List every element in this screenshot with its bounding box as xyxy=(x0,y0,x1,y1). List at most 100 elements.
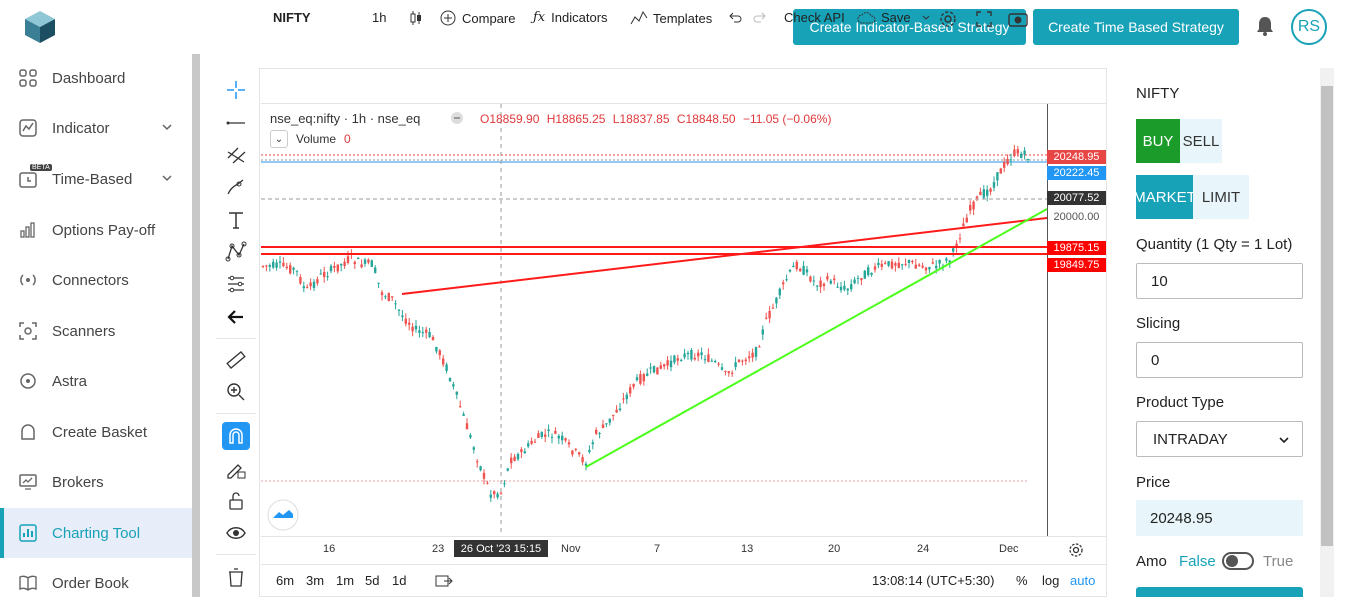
eye-icon[interactable] xyxy=(222,519,250,547)
compare-button[interactable]: Compare xyxy=(440,10,515,26)
range-1d[interactable]: 1d xyxy=(392,573,407,588)
pattern-tool[interactable] xyxy=(222,238,250,266)
green-trend-line[interactable] xyxy=(585,208,1047,468)
sidebar-item-astra[interactable]: Astra xyxy=(0,357,192,405)
avatar[interactable]: RS xyxy=(1291,9,1327,45)
create-time-strategy-button[interactable]: Create Time Based Strategy xyxy=(1033,9,1239,45)
sidebar-item-label: Dashboard xyxy=(52,69,126,87)
low-value: L18837.85 xyxy=(612,112,670,126)
unlock-icon[interactable] xyxy=(222,487,250,515)
candle-body xyxy=(805,269,809,273)
series-title[interactable]: nse_eq:nifty · 1h · nse_eq xyxy=(270,111,421,126)
prediction-tool[interactable] xyxy=(222,270,250,298)
candle-body xyxy=(455,391,458,395)
clock-readout[interactable]: 13:08:14 (UTC+5:30) xyxy=(872,573,995,588)
sidebar-item-create-basket[interactable]: Create Basket xyxy=(0,408,192,456)
ruler-icon[interactable] xyxy=(222,346,250,374)
candle-body xyxy=(809,276,812,282)
price-label-crosshair: 20077.52 xyxy=(1047,191,1106,205)
candle-body xyxy=(299,277,302,284)
trend-line-tool[interactable] xyxy=(222,108,250,136)
range-6m[interactable]: 6m xyxy=(276,573,295,588)
fib-tool[interactable] xyxy=(222,141,250,169)
sell-button[interactable]: SELL xyxy=(1180,119,1222,163)
time-tick: 7 xyxy=(654,543,661,555)
order-panel-scrollbar[interactable] xyxy=(1320,68,1334,597)
axis-settings-gear-icon[interactable] xyxy=(1068,542,1084,558)
slicing-input[interactable]: 0 xyxy=(1136,342,1303,378)
text-tool[interactable] xyxy=(222,206,250,234)
sidebar-item-options-payoff[interactable]: Options Pay-off xyxy=(0,206,192,254)
candle-body xyxy=(1023,150,1026,155)
camera-icon[interactable] xyxy=(1008,10,1028,28)
scrollbar-thumb[interactable] xyxy=(1321,86,1333,546)
market-button[interactable]: MARKET xyxy=(1133,175,1196,219)
auto-toggle[interactable]: auto xyxy=(1070,573,1096,588)
undo-icon[interactable] xyxy=(727,10,743,26)
collapse-legend-button[interactable]: ⌄ xyxy=(270,130,288,148)
zoom-in-icon[interactable] xyxy=(222,378,250,406)
range-1m[interactable]: 1m xyxy=(336,573,355,588)
limit-button[interactable]: LIMIT xyxy=(1193,175,1249,219)
trash-icon[interactable] xyxy=(222,563,250,591)
lock-drawing-icon[interactable] xyxy=(222,455,250,483)
quantity-input[interactable]: 10 xyxy=(1136,263,1303,299)
candle-body xyxy=(894,263,897,266)
series-options-icon[interactable] xyxy=(450,111,464,125)
redo-icon[interactable] xyxy=(752,10,768,26)
symbol-search[interactable]: NIFTY xyxy=(273,10,311,25)
price-field[interactable]: 20248.95 xyxy=(1136,500,1303,536)
candle-body xyxy=(833,278,836,281)
bell-icon[interactable] xyxy=(1254,15,1276,37)
candle-body xyxy=(802,265,805,275)
candle-body xyxy=(751,352,754,358)
sidebar-item-connectors[interactable]: Connectors xyxy=(0,256,192,304)
arrow-left-icon[interactable] xyxy=(222,303,250,331)
product-type-select[interactable]: INTRADAY xyxy=(1136,421,1303,457)
sidebar-item-indicator[interactable]: Indicator xyxy=(0,104,192,152)
fullscreen-icon[interactable] xyxy=(975,10,993,28)
candle-body xyxy=(935,265,938,269)
sidebar-item-time-based[interactable]: BETA Time-Based xyxy=(0,155,192,203)
sidebar-item-brokers[interactable]: Brokers xyxy=(0,458,192,506)
goto-date-icon[interactable] xyxy=(435,574,453,588)
open-value: O18859.90 xyxy=(480,112,540,126)
place-order-button[interactable] xyxy=(1136,587,1303,597)
buy-button[interactable]: BUY xyxy=(1136,119,1180,163)
save-button[interactable]: Save xyxy=(857,10,931,25)
price-axis[interactable] xyxy=(1047,104,1107,536)
range-3m[interactable]: 3m xyxy=(306,573,325,588)
indicators-button[interactable]: ƒx Indicators xyxy=(533,10,608,25)
red-trend-line[interactable] xyxy=(401,217,1047,295)
create-indicator-strategy-button[interactable]: Create Indicator-Based Strategy xyxy=(793,9,1026,45)
templates-button[interactable]: Templates xyxy=(630,10,712,26)
amo-toggle[interactable] xyxy=(1222,552,1254,570)
price-label-support-upper: 19875.15 xyxy=(1047,241,1106,255)
sidebar-item-charting-tool[interactable]: Charting Tool xyxy=(0,508,192,558)
interval-button[interactable]: 1h xyxy=(372,10,387,25)
toolbar-divider xyxy=(216,554,256,555)
time-axis[interactable] xyxy=(261,536,1107,564)
candle-body xyxy=(982,189,985,198)
price-chart[interactable] xyxy=(261,104,1047,536)
candle-body xyxy=(880,263,883,267)
candle-body xyxy=(1020,153,1023,158)
candle-body xyxy=(945,258,948,261)
crosshair-tool[interactable] xyxy=(222,76,250,104)
candle-body xyxy=(319,273,322,275)
sidebar-item-dashboard[interactable]: Dashboard xyxy=(0,54,192,102)
brush-tool[interactable] xyxy=(222,173,250,201)
candle-style-icon[interactable] xyxy=(408,10,424,26)
sidebar-item-label: Order Book xyxy=(52,574,129,592)
check-api-button[interactable]: Check API xyxy=(784,10,845,25)
sidebar-item-order-book[interactable]: Order Book xyxy=(0,559,192,607)
log-toggle[interactable]: log xyxy=(1042,573,1060,588)
sidebar-scrollbar[interactable] xyxy=(192,54,200,597)
logo-icon[interactable] xyxy=(24,10,56,44)
magnet-icon[interactable] xyxy=(222,422,250,450)
settings-gear-icon[interactable] xyxy=(939,10,957,28)
sidebar: Dashboard Indicator BETA Time-Based Opti… xyxy=(0,54,192,597)
sidebar-item-scanners[interactable]: Scanners xyxy=(0,307,192,355)
percent-toggle[interactable]: % xyxy=(1016,573,1028,588)
range-5d[interactable]: 5d xyxy=(365,573,380,588)
